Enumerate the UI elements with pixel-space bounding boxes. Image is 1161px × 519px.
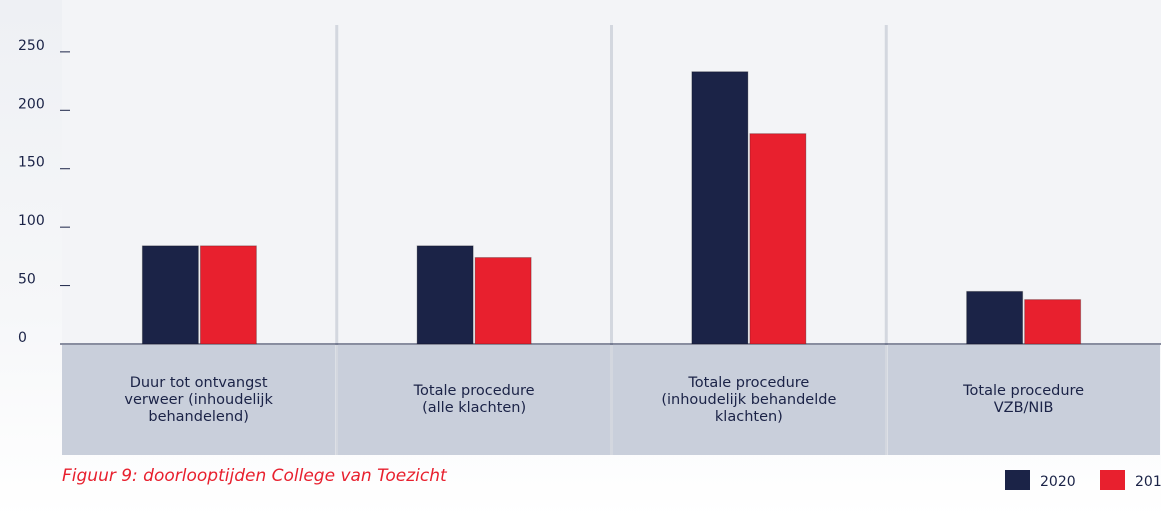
x-tick-label: Totale procedure (alle klachten) <box>413 383 535 416</box>
bar <box>749 133 807 345</box>
legend-label: 2020 <box>1040 474 1076 490</box>
category-box: Totale procedure (inhoudelijk behandelde… <box>613 345 885 455</box>
y-tick-label: 200 <box>18 96 45 112</box>
category-box: Duur tot ontvangst verweer (inhoudelijk … <box>62 345 336 455</box>
y-tick-label: 100 <box>18 213 45 229</box>
bar <box>966 290 1024 345</box>
x-tick-label: Duur tot ontvangst verweer (inhoudelijk … <box>124 374 273 425</box>
legend-label: 2019 <box>1135 474 1161 490</box>
y-tick-label: 0 <box>18 330 27 346</box>
bar <box>474 257 532 345</box>
category-box: Totale procedure (alle klachten) <box>338 345 610 455</box>
category-box: Totale procedure VZB/NIB <box>887 345 1160 455</box>
legend-swatch <box>1005 470 1030 490</box>
y-tick-label: 250 <box>18 38 45 54</box>
bar <box>416 245 474 345</box>
y-tick-label: 150 <box>18 155 45 171</box>
y-tick-label: 50 <box>18 272 36 288</box>
bar <box>199 245 257 345</box>
x-tick-label: Totale procedure (inhoudelijk behandelde… <box>661 374 837 425</box>
bar <box>691 71 749 345</box>
legend-swatch <box>1100 470 1125 490</box>
bar <box>1024 299 1082 345</box>
caption: Figuur 9: doorlooptijden College van Toe… <box>62 466 447 486</box>
bar <box>141 245 199 345</box>
x-tick-label: Totale procedure VZB/NIB <box>963 383 1085 416</box>
